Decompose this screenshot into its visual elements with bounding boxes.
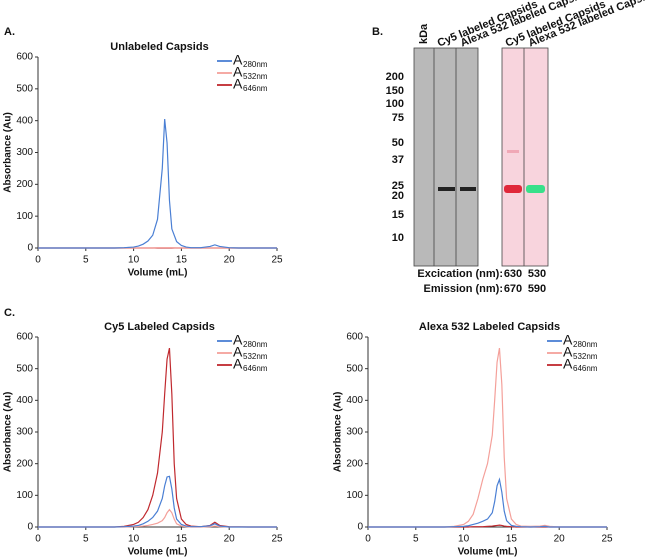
legend-subscript: 280nm (573, 340, 598, 349)
x-tick-label: 25 (271, 534, 283, 545)
row-value: 630 (504, 268, 522, 280)
y-tick-label: 300 (16, 147, 33, 158)
y-axis-label: Absorbance (Au) (3, 112, 14, 193)
x-tick-label: 0 (35, 255, 41, 266)
y-tick-label: 500 (16, 83, 33, 94)
x-axis-label: Volume (mL) (458, 547, 518, 558)
legend-label: A (233, 52, 243, 68)
x-tick-label: 5 (83, 255, 89, 266)
panel-label: A. (4, 26, 15, 38)
legend-label: A (563, 344, 573, 360)
x-tick-label: 15 (176, 255, 188, 266)
series-line (38, 475, 277, 528)
x-tick-label: 15 (176, 534, 188, 545)
series-line (38, 508, 277, 528)
y-tick-label: 200 (346, 458, 363, 469)
panel-label: C. (4, 307, 15, 319)
y-tick-label: 400 (16, 115, 33, 126)
marker-label: 100 (386, 98, 404, 110)
y-tick-label: 500 (346, 363, 363, 374)
legend-label: A (233, 344, 243, 360)
marker-label: 37 (392, 154, 404, 166)
x-tick-label: 20 (224, 255, 236, 266)
y-tick-label: 400 (16, 395, 33, 406)
y-tick-label: 200 (16, 179, 33, 190)
series-line (38, 347, 277, 528)
legend-subscript: 646nm (243, 364, 268, 373)
legend-label: A (563, 332, 573, 348)
y-tick-label: 600 (16, 332, 33, 343)
legend-subscript: 532nm (243, 72, 268, 81)
x-tick-label: 0 (365, 534, 371, 545)
y-tick-label: 300 (346, 427, 363, 438)
y-axis-label: Absorbance (Au) (3, 392, 14, 473)
legend-subscript: 532nm (243, 352, 268, 361)
legend-label: A (233, 356, 243, 372)
x-tick-label: 20 (554, 534, 566, 545)
y-tick-label: 0 (357, 522, 363, 533)
series-line (368, 347, 607, 528)
marker-label: 15 (392, 209, 404, 221)
legend-label: A (233, 64, 243, 80)
marker-label: 20 (392, 190, 404, 202)
x-tick-label: 20 (224, 534, 236, 545)
y-tick-label: 500 (16, 363, 33, 374)
y-tick-label: 600 (346, 332, 363, 343)
x-tick-label: 15 (506, 534, 518, 545)
row-value: 590 (528, 283, 546, 295)
x-tick-label: 5 (413, 534, 419, 545)
gel-unit: kDa (418, 23, 430, 44)
marker-label: 25 (392, 180, 404, 192)
x-tick-label: 25 (271, 255, 283, 266)
marker-label: 75 (392, 112, 404, 124)
x-axis-label: Volume (mL) (128, 547, 188, 558)
row-value: 530 (528, 268, 546, 280)
marker-label: 50 (392, 137, 404, 149)
chart-title: Alexa 532 Labeled Capsids (419, 321, 560, 333)
x-tick-label: 5 (83, 534, 89, 545)
legend-label: A (233, 76, 243, 92)
panel-label: B. (372, 26, 383, 38)
x-tick-label: 10 (128, 534, 140, 545)
legend-subscript: 532nm (573, 352, 598, 361)
x-tick-label: 25 (601, 534, 613, 545)
series-line (368, 477, 607, 528)
row-value: 670 (504, 283, 522, 295)
y-tick-label: 200 (16, 458, 33, 469)
legend-label: A (563, 356, 573, 372)
y-tick-label: 100 (16, 490, 33, 501)
y-tick-label: 100 (346, 490, 363, 501)
row-label: Excication (nm): (417, 268, 503, 280)
x-tick-label: 0 (35, 534, 41, 545)
legend-subscript: 280nm (243, 340, 268, 349)
marker-label: 150 (386, 85, 404, 97)
legend-subscript: 646nm (573, 364, 598, 373)
legend-label: A (233, 332, 243, 348)
y-tick-label: 0 (27, 243, 33, 254)
x-axis-label: Volume (mL) (128, 268, 188, 279)
y-tick-label: 400 (346, 395, 363, 406)
chart-title: Cy5 Labeled Capsids (104, 321, 215, 333)
x-tick-label: 10 (128, 255, 140, 266)
y-axis-label: Absorbance (Au) (333, 392, 344, 473)
y-tick-label: 0 (27, 522, 33, 533)
y-tick-label: 300 (16, 427, 33, 438)
chart-title: Unlabeled Capsids (110, 41, 208, 53)
y-tick-label: 100 (16, 211, 33, 222)
legend-subscript: 280nm (243, 60, 268, 69)
row-label: Emission (nm): (424, 283, 503, 295)
series-line (38, 119, 277, 249)
gel-image (413, 47, 549, 267)
marker-label: 10 (392, 232, 404, 244)
x-tick-label: 10 (458, 534, 470, 545)
legend-subscript: 646nm (243, 84, 268, 93)
y-tick-label: 600 (16, 52, 33, 63)
marker-label: 200 (386, 71, 404, 83)
